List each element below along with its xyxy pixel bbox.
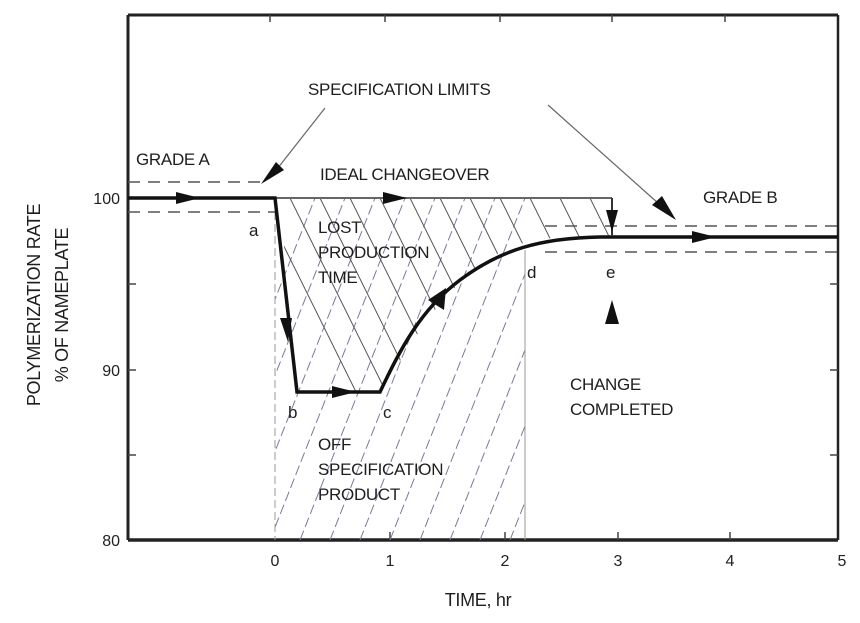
change-completed-label-2: COMPLETED: [570, 400, 673, 419]
arrow-down-icon: [606, 210, 618, 232]
change-completed-label-1: CHANGE: [570, 375, 641, 394]
y-tick-90: 90: [102, 363, 120, 380]
x-axis-title: TIME, hr: [445, 590, 512, 610]
off-spec-label-1: OFF: [318, 435, 351, 454]
grade-b-label: GRADE B: [703, 188, 777, 207]
point-e-label: e: [606, 263, 615, 282]
arrow-right-icon: [692, 231, 716, 243]
off-spec-label-2: SPECIFICATION: [318, 460, 443, 479]
spec-limits-pointers: [261, 104, 676, 220]
grade-a-spec-limits: [128, 181, 275, 213]
off-spec-label-3: PRODUCT: [318, 485, 400, 504]
arrow-right-icon: [176, 192, 200, 204]
arrow-right-icon: [332, 386, 356, 398]
spec-limits-label: SPECIFICATION LIMITS: [308, 80, 491, 99]
lost-production-label-3: TIME: [318, 268, 357, 287]
y-axis-title-1: POLYMERIZATION RATE: [24, 204, 44, 407]
arrow-down-icon: [280, 318, 292, 342]
x-tick-2: 2: [501, 553, 510, 570]
arrow-right-icon: [383, 192, 407, 204]
grade-a-label: GRADE A: [136, 150, 210, 169]
lost-production-label-1: LOST: [318, 218, 361, 237]
y-axis-title-2: % OF NAMEPLATE: [52, 227, 72, 382]
grade-b-spec-limits: [545, 225, 838, 253]
arrow-icons: [176, 192, 716, 398]
x-tick-3: 3: [614, 553, 623, 570]
x-tick-5: 5: [838, 553, 847, 570]
plot-frame: [126, 13, 840, 542]
arrow-up-right-icon: [428, 288, 446, 310]
point-c-label: c: [383, 403, 392, 422]
arrow-up-icon: [605, 300, 619, 324]
off-spec-hatching: [275, 198, 525, 540]
ideal-changeover-label: IDEAL CHANGEOVER: [320, 165, 489, 184]
y-tick-100: 100: [93, 191, 120, 208]
point-d-label: d: [527, 263, 536, 282]
x-tick-0: 0: [271, 553, 280, 570]
actual-changeover-curve: [128, 196, 838, 394]
x-tick-4: 4: [726, 553, 735, 570]
y-tick-80: 80: [102, 533, 120, 550]
point-a-label: a: [249, 221, 259, 240]
point-b-label: b: [288, 403, 297, 422]
axis-ticks: [128, 15, 838, 540]
lost-production-label-2: PRODUCTION: [318, 243, 429, 262]
x-tick-1: 1: [386, 553, 395, 570]
